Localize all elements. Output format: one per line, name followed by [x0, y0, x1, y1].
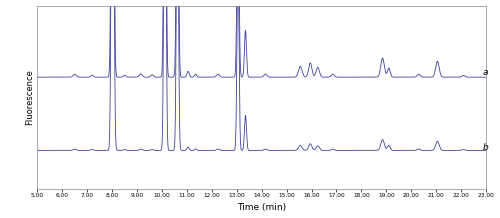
- Text: b: b: [482, 143, 488, 152]
- X-axis label: Time (min): Time (min): [237, 203, 286, 213]
- Y-axis label: Fluorescence: Fluorescence: [26, 69, 35, 125]
- Text: a: a: [482, 68, 488, 77]
